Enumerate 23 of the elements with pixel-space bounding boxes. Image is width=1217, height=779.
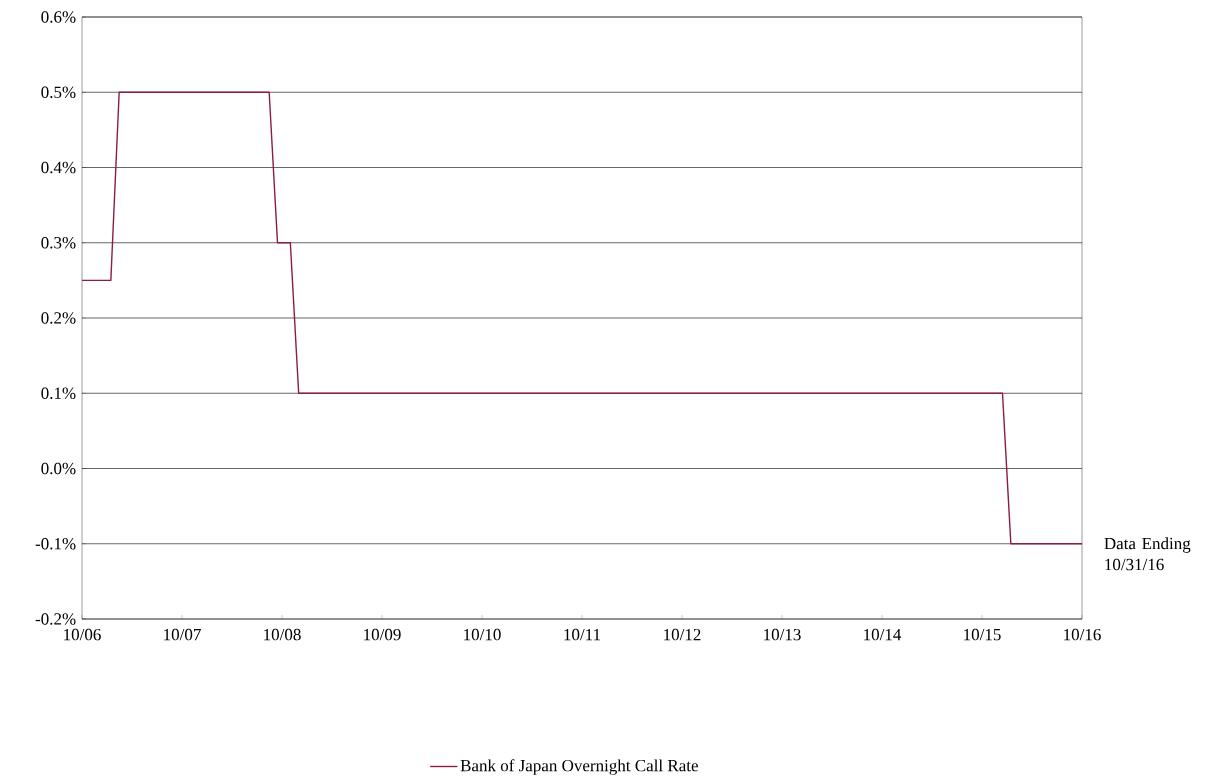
y-tick-label: 0.2% [41,312,76,324]
x-tick-label: 10/13 [764,628,801,641]
y-tick-label: 0.5% [41,86,76,99]
x-tick-label: 10/16 [1064,628,1101,641]
y-tick-label: 0.3% [41,236,76,249]
y-tick-label: 0.6% [41,11,76,23]
x-tick-label: 10/15 [964,628,1001,641]
y-tick-label: 0.1% [41,387,76,400]
x-tick-label: 10/09 [364,628,401,641]
y-tick-label: -0.2% [35,613,76,625]
x-tick-label: 10/11 [564,628,601,641]
y-tick-label: 0.4% [41,161,76,174]
annotation: Data Ending 10/31/16 [1104,537,1191,571]
legend-label: Bank of Japan Overnight Call Rate [460,759,698,775]
x-tick-label: 10/14 [864,628,902,641]
y-tick-label: 0.0% [41,462,76,475]
x-tick-label: 10/10 [464,628,501,641]
line-series [81,91,1083,545]
x-tick-label: 10/06 [64,628,101,641]
x-tick-label: 10/07 [164,628,201,641]
x-tick-label: 10/08 [264,628,301,641]
y-tick-label: -0.1% [35,537,76,550]
x-tick-label: 10/12 [664,628,701,641]
